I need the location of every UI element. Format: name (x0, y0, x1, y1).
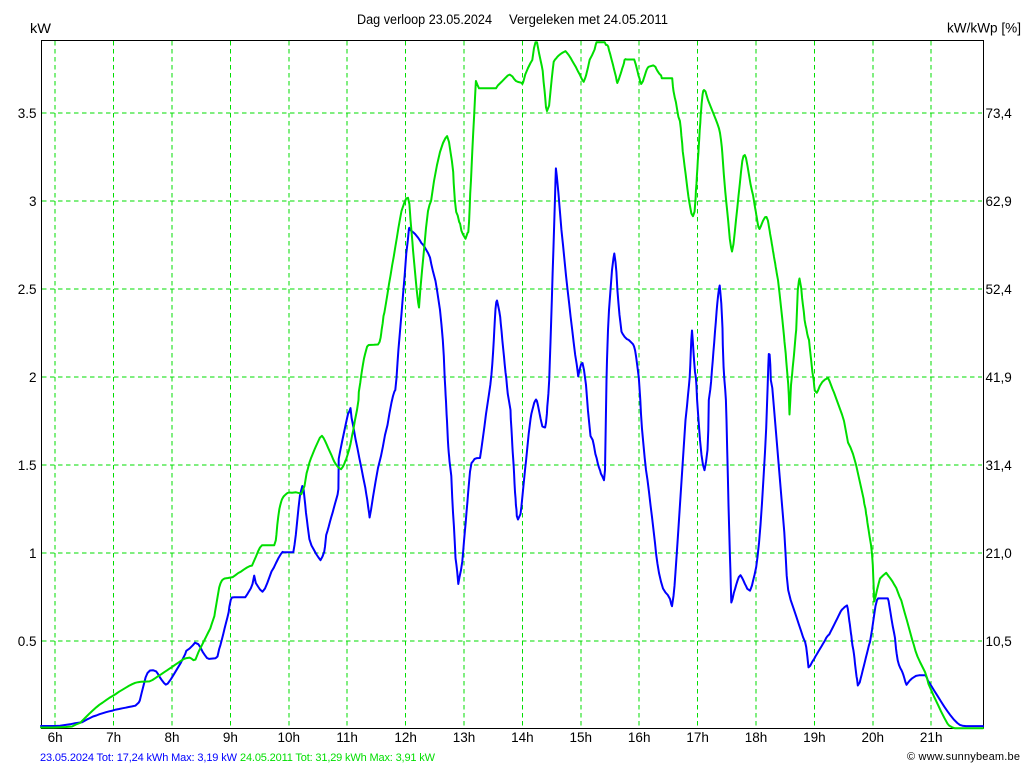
svg-text:23.05.2024 Tot: 17,24 kWh Max:: 23.05.2024 Tot: 17,24 kWh Max: 3,19 kW (40, 752, 238, 764)
svg-text:1: 1 (29, 546, 37, 561)
svg-text:10,5: 10,5 (986, 634, 1012, 649)
svg-text:62,9: 62,9 (986, 194, 1012, 209)
svg-text:2: 2 (29, 370, 37, 385)
svg-text:31,4: 31,4 (986, 458, 1013, 473)
svg-text:10h: 10h (278, 730, 301, 745)
svg-text:11h: 11h (336, 730, 358, 745)
svg-text:13h: 13h (453, 730, 476, 745)
svg-text:21,0: 21,0 (986, 546, 1012, 561)
svg-text:24.05.2011 Tot: 31,29 kWh Max:: 24.05.2011 Tot: 31,29 kWh Max: 3,91 kW (240, 752, 436, 764)
svg-text:20h: 20h (862, 730, 885, 745)
svg-text:Vergeleken met 24.05.2011: Vergeleken met 24.05.2011 (509, 12, 668, 27)
svg-text:18h: 18h (745, 730, 768, 745)
svg-text:8h: 8h (164, 730, 179, 745)
svg-text:0.5: 0.5 (18, 634, 37, 649)
svg-text:© www.sunnybeam.be: © www.sunnybeam.be (907, 751, 1020, 763)
svg-text:15h: 15h (570, 730, 593, 745)
svg-text:7h: 7h (106, 730, 121, 745)
svg-text:14h: 14h (511, 730, 534, 745)
svg-text:41,9: 41,9 (986, 370, 1012, 385)
svg-text:73,4: 73,4 (986, 106, 1013, 121)
svg-text:9h: 9h (223, 730, 238, 745)
svg-text:kW/kWp [%]: kW/kWp [%] (947, 21, 1021, 36)
svg-text:kW: kW (30, 21, 51, 36)
svg-text:19h: 19h (803, 730, 826, 745)
svg-text:52,4: 52,4 (986, 282, 1013, 297)
svg-text:12h: 12h (394, 730, 417, 745)
svg-text:21h: 21h (920, 730, 943, 745)
svg-text:2.5: 2.5 (18, 282, 37, 297)
svg-text:3: 3 (29, 194, 37, 209)
svg-text:6h: 6h (48, 730, 63, 745)
svg-text:Dag verloop 23.05.2024: Dag verloop 23.05.2024 (357, 12, 492, 27)
svg-text:16h: 16h (628, 730, 651, 745)
svg-text:17h: 17h (686, 730, 709, 745)
svg-text:3.5: 3.5 (18, 106, 37, 121)
svg-text:1.5: 1.5 (18, 458, 37, 473)
